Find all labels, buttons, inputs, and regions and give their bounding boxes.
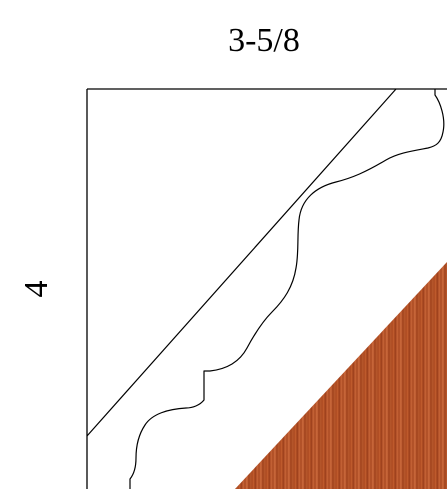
height-dimension-label: 4 xyxy=(18,281,55,298)
molding-profile-outline xyxy=(129,89,445,489)
width-dimension-label: 3-5/8 xyxy=(228,22,300,59)
molding-back-edge xyxy=(86,88,397,437)
wood-texture-swatch xyxy=(235,262,447,489)
